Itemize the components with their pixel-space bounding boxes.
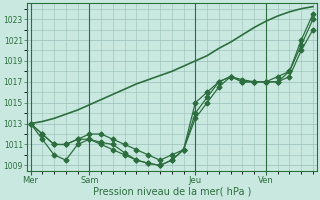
X-axis label: Pression niveau de la mer( hPa ): Pression niveau de la mer( hPa ) — [92, 187, 251, 197]
